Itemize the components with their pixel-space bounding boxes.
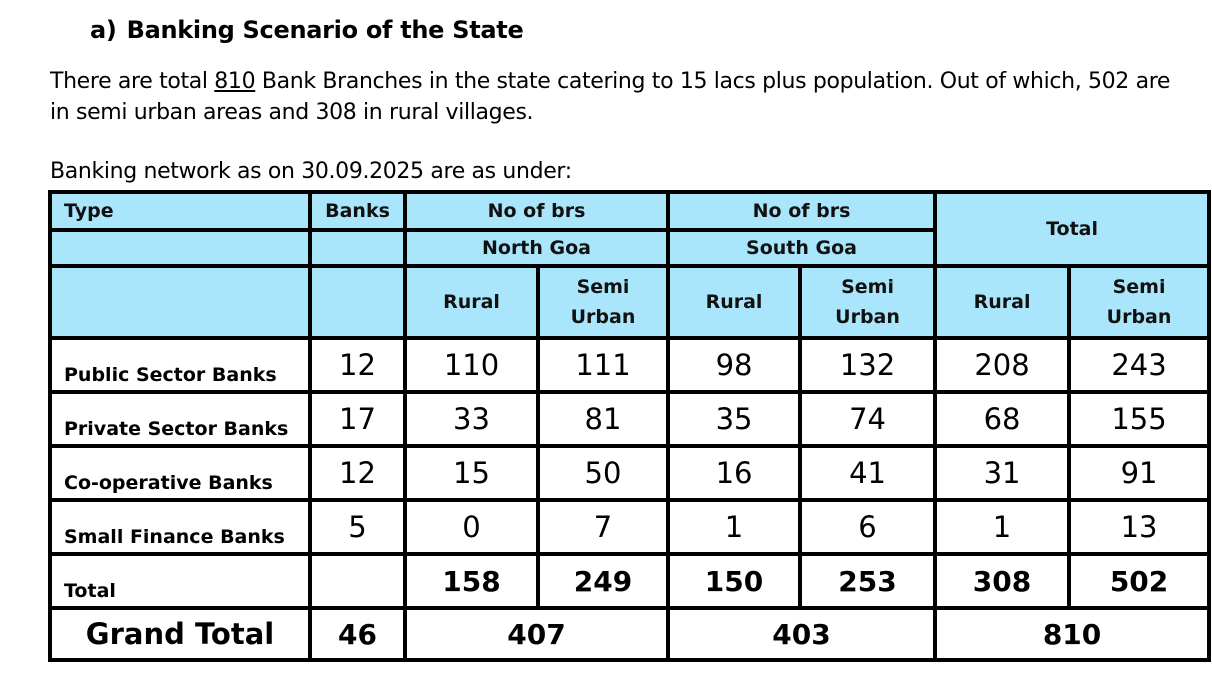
- intro-paragraph: There are total 810 Bank Branches in the…: [50, 66, 1190, 128]
- grand-total-south: 403: [666, 606, 938, 662]
- row-banks: 17: [308, 390, 407, 448]
- total-total-rural: 308: [933, 552, 1072, 610]
- row-total-rural: 208: [933, 336, 1072, 394]
- row-north-semi: 50: [535, 444, 671, 502]
- branch-count: 810: [214, 69, 256, 94]
- section-number: a): [90, 16, 117, 44]
- table-row: Public Sector Banks 12 110 111 98 132 20…: [48, 336, 1212, 394]
- row-south-semi: 6: [798, 498, 938, 556]
- header-row-2: North Goa South Goa: [48, 228, 1209, 268]
- header-type: Type: [48, 190, 312, 232]
- row-total-semi: 13: [1067, 498, 1212, 556]
- header-row-3: Rural Semi Urban Rural Semi Urban Rural Se…: [48, 264, 1212, 340]
- header-total: Total: [933, 190, 1212, 268]
- row-north-semi: 7: [535, 498, 671, 556]
- row-north-rural: 0: [403, 498, 540, 556]
- header-blank: [308, 228, 407, 268]
- table-row: Small Finance Banks 5 0 7 1 6 1 13: [48, 498, 1212, 556]
- row-type: Co-operative Banks: [48, 444, 312, 502]
- row-north-semi: 111: [535, 336, 671, 394]
- row-south-rural: 1: [666, 498, 803, 556]
- row-type: Public Sector Banks: [48, 336, 312, 394]
- header-blank: [308, 264, 407, 340]
- row-south-rural: 16: [666, 444, 803, 502]
- header-blank: [48, 228, 312, 268]
- row-south-semi: 41: [798, 444, 938, 502]
- table-caption: Banking network as on 30.09.2025 are as …: [50, 159, 572, 184]
- paragraph-text-start: There are total: [50, 69, 215, 94]
- header-urban-text: Urban: [835, 306, 900, 328]
- grand-total-row: Grand Total 46 407 403 810: [48, 606, 1212, 662]
- header-north-semi-urban: Semi Urban: [535, 264, 671, 340]
- section-title: Banking Scenario of the State: [126, 16, 524, 44]
- grand-total-label: Grand Total: [48, 606, 312, 662]
- total-label: Total: [48, 552, 312, 610]
- header-north-rural: Rural: [403, 264, 540, 340]
- total-north-semi: 249: [535, 552, 671, 610]
- row-south-semi: 132: [798, 336, 938, 394]
- header-south-semi-urban: Semi Urban: [798, 264, 938, 340]
- row-total-rural: 68: [933, 390, 1072, 448]
- row-total-semi: 243: [1067, 336, 1212, 394]
- row-type: Private Sector Banks: [48, 390, 312, 448]
- header-row-1: Type Banks No of brs No of brs Total: [48, 190, 1212, 268]
- row-north-rural: 110: [403, 336, 540, 394]
- header-no-of-brs-north: No of brs: [402, 190, 671, 232]
- row-total-rural: 31: [933, 444, 1072, 502]
- total-south-rural: 150: [666, 552, 803, 610]
- header-south-rural: Rural: [666, 264, 803, 340]
- header-banks: Banks: [308, 190, 407, 232]
- total-banks-blank: [308, 552, 407, 610]
- header-urban-text: Urban: [1106, 306, 1172, 328]
- row-total-semi: 91: [1067, 444, 1212, 502]
- row-total-rural: 1: [933, 498, 1072, 556]
- row-banks: 5: [308, 498, 407, 556]
- total-south-semi: 253: [798, 552, 938, 610]
- grand-total-all: 810: [933, 606, 1212, 662]
- row-type: Small Finance Banks: [48, 498, 312, 556]
- table-row: Co-operative Banks 12 15 50 16 41 31 91: [48, 444, 1212, 502]
- row-south-rural: 35: [666, 390, 803, 448]
- row-south-semi: 74: [798, 390, 938, 448]
- row-south-rural: 98: [666, 336, 803, 394]
- row-north-rural: 15: [403, 444, 540, 502]
- header-north-goa: North Goa: [402, 228, 671, 268]
- header-blank: [48, 264, 312, 340]
- grand-total-banks: 46: [308, 606, 407, 662]
- table-row: Private Sector Banks 17 33 81 35 74 68 1…: [48, 390, 1212, 448]
- header-total-rural: Rural: [933, 264, 1072, 340]
- row-banks: 12: [308, 444, 407, 502]
- header-total-semi-urban: Semi Urban: [1067, 264, 1212, 340]
- grand-total-north: 407: [402, 606, 671, 662]
- total-north-rural: 158: [403, 552, 540, 610]
- row-total-semi: 155: [1067, 390, 1212, 448]
- total-total-semi: 502: [1067, 552, 1212, 610]
- row-banks: 12: [308, 336, 407, 394]
- header-urban-text: Urban: [570, 306, 636, 328]
- total-row: Total 158 249 150 253 308 502: [48, 552, 1212, 610]
- banking-network-table: Type Banks No of brs No of brs Total Nor…: [48, 190, 1212, 662]
- header-no-of-brs-south: No of brs: [666, 190, 938, 232]
- section-heading: a) Banking Scenario of the State: [90, 16, 524, 44]
- header-south-goa: South Goa: [666, 228, 938, 268]
- header-semi-text: Semi: [841, 276, 894, 298]
- header-semi-text: Semi: [576, 276, 630, 298]
- row-north-semi: 81: [535, 390, 671, 448]
- header-semi-text: Semi: [1112, 276, 1166, 298]
- row-north-rural: 33: [403, 390, 540, 448]
- paragraph-text-end: Bank Branches in the state catering to 1…: [50, 69, 1171, 125]
